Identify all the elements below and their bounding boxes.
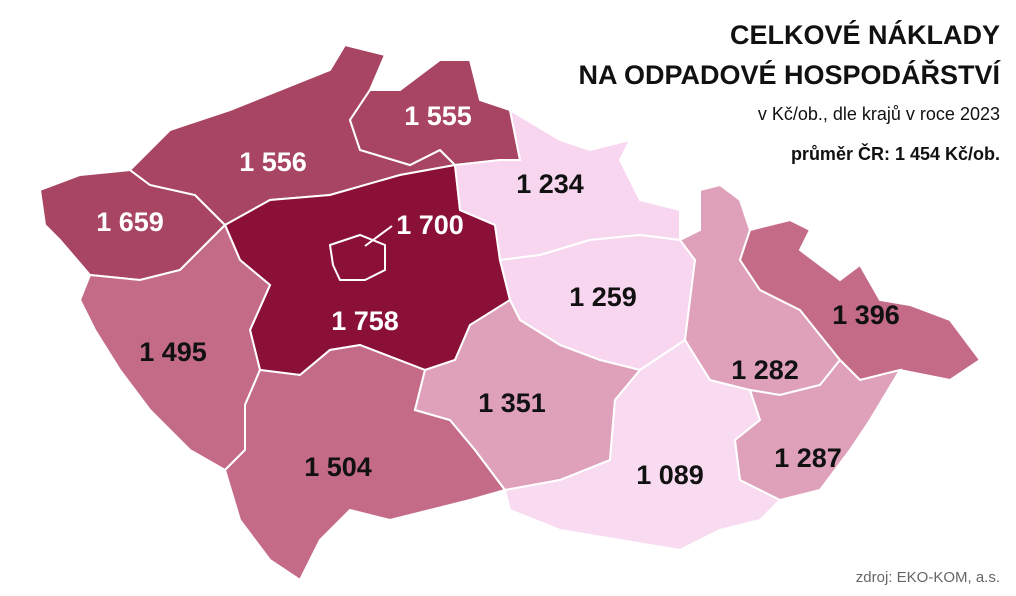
praha-leader bbox=[364, 225, 393, 247]
region-label: 1 089 bbox=[636, 460, 704, 490]
region-label: 1 287 bbox=[774, 443, 842, 473]
region-jihocesky bbox=[223, 343, 507, 582]
region-label: 1 495 bbox=[139, 337, 207, 367]
region-kralovehradecky bbox=[453, 107, 681, 262]
region-labels: 1 659 1 556 1 555 1 758 1 700 1 495 1 50… bbox=[96, 101, 900, 490]
region-zlinsky bbox=[733, 358, 903, 502]
region-label: 1 659 bbox=[96, 207, 164, 237]
region-label: 1 351 bbox=[478, 388, 546, 418]
region-label: 1 259 bbox=[569, 282, 637, 312]
region-label: 1 504 bbox=[304, 452, 372, 482]
title-line: CELKOVÉ NÁKLADY bbox=[730, 19, 1000, 50]
region-praha bbox=[328, 233, 386, 281]
region-label: 1 555 bbox=[404, 101, 472, 131]
region-label: 1 396 bbox=[832, 300, 900, 330]
region-label: 1 700 bbox=[396, 210, 464, 240]
source: zdroj: EKO-KOM, a.s. bbox=[856, 569, 1000, 586]
region-moravskoslezsky bbox=[738, 218, 982, 382]
subtitle: v Kč/ob., dle krajů v roce 2023 bbox=[758, 104, 1000, 124]
average: průměr ČR: 1 454 Kč/ob. bbox=[791, 143, 1000, 164]
region-label: 1 556 bbox=[239, 147, 307, 177]
region-label: 1 282 bbox=[731, 355, 799, 385]
region-label: 1 234 bbox=[516, 169, 584, 199]
regions bbox=[38, 43, 982, 582]
region-label: 1 758 bbox=[331, 306, 399, 336]
title-line: NA ODPADOVÉ HOSPODÁŘSTVÍ bbox=[578, 59, 1001, 90]
